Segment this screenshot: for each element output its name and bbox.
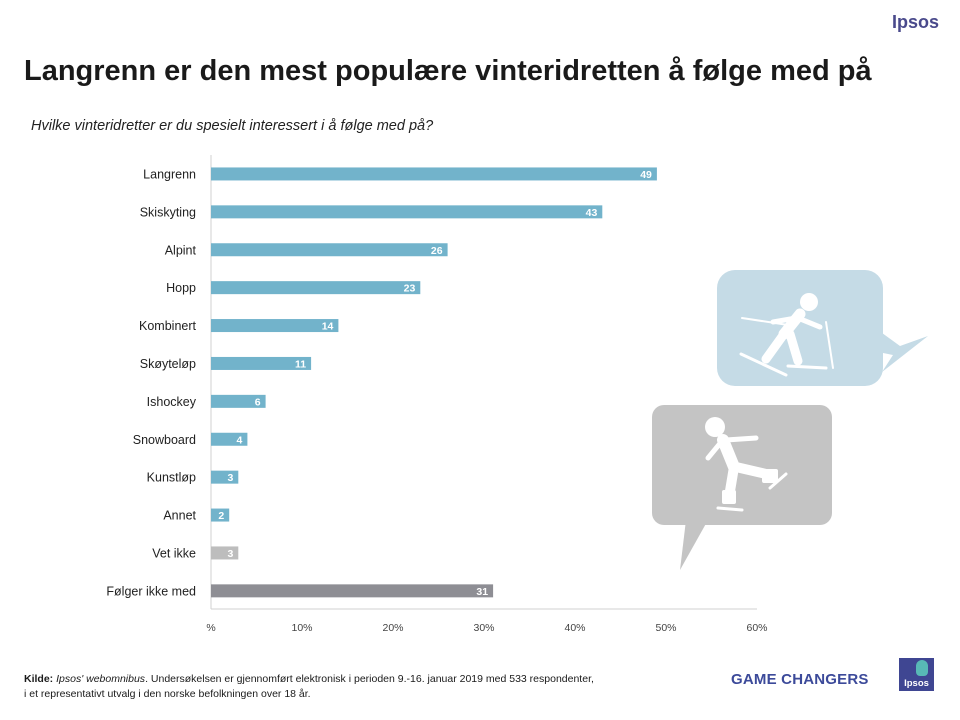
category-label: Kombinert — [139, 319, 196, 333]
page-title: Langrenn er den mest populære vinteridre… — [24, 55, 872, 87]
bar — [211, 205, 603, 219]
x-tick-label: 40% — [564, 622, 585, 634]
game-changers-tagline: GAME CHANGERS — [731, 671, 869, 688]
bar — [211, 167, 657, 181]
bar — [211, 281, 421, 295]
x-tick-label: 20% — [382, 622, 403, 634]
ipsos-logo-badge-text: Ipsos — [904, 678, 929, 689]
x-tick-label: 50% — [655, 622, 676, 634]
category-label: Vet ikke — [152, 546, 196, 560]
category-label: Skøyteløp — [140, 357, 196, 371]
bar — [211, 470, 239, 484]
data-label: 3 — [227, 472, 233, 484]
ipsos-logo-text: Ipsos — [891, 12, 939, 32]
data-label: 23 — [404, 283, 416, 295]
category-label: Skiskyting — [140, 205, 196, 219]
category-label: Følger ikke med — [106, 584, 196, 598]
data-label: 14 — [322, 321, 334, 333]
category-label: Alpint — [165, 243, 197, 257]
data-label: 49 — [640, 169, 652, 181]
data-label: 3 — [227, 548, 233, 560]
skier-speech-bubble — [717, 270, 928, 386]
bar — [211, 508, 230, 522]
data-label: 4 — [237, 434, 243, 446]
data-label: 2 — [218, 510, 224, 522]
bar — [211, 394, 266, 408]
category-label: Langrenn — [143, 167, 196, 181]
bar — [211, 432, 248, 446]
source-label: Kilde: — [24, 673, 54, 685]
category-label: Ishockey — [147, 395, 197, 409]
category-label: Hopp — [166, 281, 196, 295]
bar — [211, 243, 448, 257]
category-label: Kunstløp — [147, 471, 196, 485]
speed-skater-icon — [705, 417, 788, 512]
category-label: Annet — [163, 509, 196, 523]
source-note: Kilde: Ipsos' webomnibus. Undersøkelsen … — [24, 672, 594, 702]
x-tick-label: 30% — [473, 622, 494, 634]
source-name: Ipsos' webomnibus — [56, 673, 146, 685]
x-tick-label: 10% — [291, 622, 312, 634]
data-label: 43 — [586, 207, 598, 219]
data-label: 6 — [255, 396, 261, 408]
bar — [211, 584, 494, 598]
survey-question: Hvilke vinteridretter er du spesielt int… — [31, 118, 434, 134]
source-description: . Undersøkelsen er gjennomført elektroni… — [145, 673, 594, 685]
cross-country-skier-icon — [739, 293, 834, 377]
data-label: 11 — [295, 358, 306, 370]
bar — [211, 356, 312, 370]
x-tick-label: 60% — [746, 622, 767, 634]
bar — [211, 319, 339, 333]
source-population: i et representativt utvalg i den norske … — [24, 688, 311, 700]
data-label: 26 — [431, 245, 443, 257]
bar — [211, 546, 239, 560]
ipsos-logo-glyph — [916, 660, 928, 676]
x-tick-label: % — [206, 622, 215, 634]
category-label: Snowboard — [133, 433, 196, 447]
ipsos-logo-badge: Ipsos — [899, 658, 934, 691]
data-label: 31 — [476, 586, 488, 598]
